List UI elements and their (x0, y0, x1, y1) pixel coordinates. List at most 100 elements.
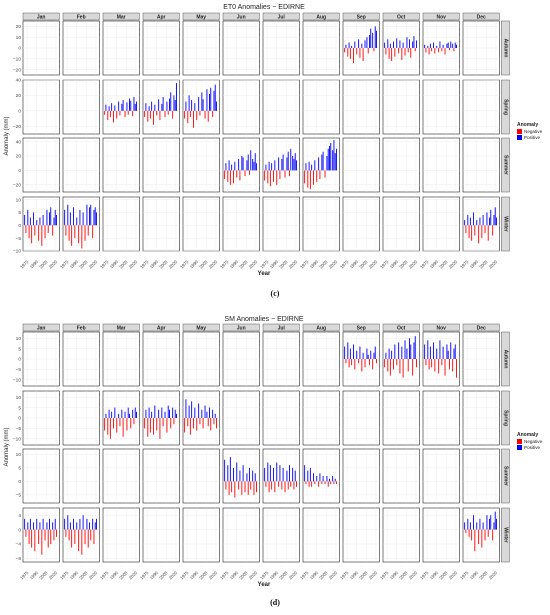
facet-panel (262, 79, 300, 135)
bar-jul-1990 (276, 170, 278, 185)
facet-panel (22, 196, 60, 252)
chart-sm: SM Anomalies − EDIRNE Anomaly (mm) Year Jan… (4, 316, 543, 607)
bar-sep-1982 (351, 359, 353, 366)
bar-oct-1973 (385, 48, 387, 55)
bar-apr-1987 (154, 405, 156, 418)
y-tick-label: −10 (13, 249, 21, 255)
facet-panel (102, 196, 140, 252)
bar-dec-2019 (494, 511, 496, 530)
y-tick-label: 5 (18, 405, 21, 411)
y-tick-label: −5 (16, 426, 22, 432)
x-tick-label: 1975 (59, 570, 70, 581)
bar-nov-1998 (441, 48, 443, 52)
bar-dec-1978 (468, 529, 470, 537)
x-tick-label: 1990 (469, 570, 480, 581)
x-tick-label: 1990 (29, 570, 40, 581)
bar-oct-1985 (393, 41, 395, 48)
bar-jul-2000 (282, 154, 284, 171)
bar-oct-2003 (404, 48, 406, 56)
x-tick-label: 2005 (118, 570, 129, 581)
x-tick-label: 1975 (379, 259, 390, 270)
bar-sep-1993 (358, 39, 360, 48)
bar-jan-1980 (29, 217, 31, 226)
bar-dec-2017 (493, 522, 495, 530)
bar-feb-1993 (78, 225, 80, 244)
bar-may-2000 (202, 99, 204, 111)
facet-panel (62, 448, 100, 504)
bar-sep-2012 (370, 350, 372, 359)
season-strip-autumn (501, 331, 510, 387)
bar-jun-1993 (238, 481, 240, 490)
bar-apr-2019 (174, 100, 176, 111)
bar-jul-1987 (274, 160, 276, 171)
bar-aug-1978 (308, 161, 310, 171)
bar-oct-1982 (391, 48, 393, 61)
x-axis-label: Year (258, 271, 271, 277)
bar-mar-2019 (134, 103, 136, 111)
bar-jun-1980 (229, 457, 231, 482)
legend-swatch-negative (517, 129, 522, 134)
bar-aug-2017 (333, 140, 335, 171)
x-tick-label: 1975 (299, 570, 310, 581)
bar-jul-1971 (264, 170, 266, 181)
y-tick-label: 0 (18, 109, 21, 115)
x-tick-label: 1990 (469, 259, 480, 270)
bar-aug-2003 (324, 170, 326, 178)
bar-feb-1985 (73, 207, 75, 226)
bar-dec-1982 (471, 225, 473, 241)
bar-mar-2015 (132, 110, 134, 117)
bar-nov-1973 (425, 359, 427, 366)
bar-jul-2021 (296, 160, 297, 171)
bar-oct-2017 (413, 342, 415, 359)
bar-apr-1993 (158, 409, 160, 418)
bar-jan-1990 (36, 220, 38, 226)
bar-jul-1978 (268, 481, 270, 493)
bar-feb-1995 (79, 209, 81, 226)
facet-panel (182, 448, 220, 504)
y-axis-label: Anomaly (mm) (4, 116, 10, 155)
bar-may-1973 (185, 101, 187, 111)
bar-oct-1995 (399, 40, 401, 48)
month-label-may: May (196, 326, 206, 332)
bar-nov-1995 (439, 41, 441, 48)
month-strip-dec (462, 323, 500, 332)
bar-jul-1987 (274, 481, 276, 493)
bar-feb-1993 (78, 529, 80, 552)
bar-jan-1987 (34, 225, 36, 236)
y-tick-label: 0 (18, 527, 21, 533)
month-strip-aug (302, 323, 340, 332)
bar-mar-1980 (109, 110, 111, 118)
season-strip-spring (501, 79, 510, 135)
facet-panel (342, 79, 380, 135)
x-tick-label: 2005 (78, 259, 89, 270)
bar-sep-2012 (370, 28, 372, 48)
bar-jun-1995 (239, 170, 241, 181)
facet-panel (62, 196, 100, 252)
bar-nov-2015 (452, 43, 454, 48)
facet-panel (462, 137, 500, 193)
bar-dec-1971 (464, 522, 466, 530)
bar-jan-1998 (41, 529, 43, 555)
bar-jul-1971 (264, 467, 266, 482)
bar-aug-1973 (305, 481, 307, 485)
bar-jun-1998 (241, 481, 243, 495)
bar-feb-1985 (73, 518, 75, 530)
facet-panel (182, 196, 220, 252)
bar-may-2008 (207, 418, 209, 427)
x-tick-label: 1975 (299, 259, 310, 270)
x-tick-label: 2020 (168, 570, 179, 581)
season-strip-autumn (501, 20, 510, 76)
bar-feb-2019 (94, 207, 96, 226)
y-tick-label: 10 (16, 35, 22, 41)
facet-panel (22, 137, 60, 193)
bar-aug-1973 (305, 163, 307, 171)
bar-nov-1990 (436, 348, 438, 359)
bar-nov-2019 (454, 42, 456, 48)
facet-panel (222, 196, 260, 252)
bar-oct-1987 (394, 48, 396, 57)
facet-panel (62, 79, 100, 135)
bar-aug-1995 (319, 170, 321, 180)
bar-dec-2021 (496, 518, 497, 530)
bar-may-2019 (214, 84, 216, 111)
facet-panel (142, 137, 180, 193)
